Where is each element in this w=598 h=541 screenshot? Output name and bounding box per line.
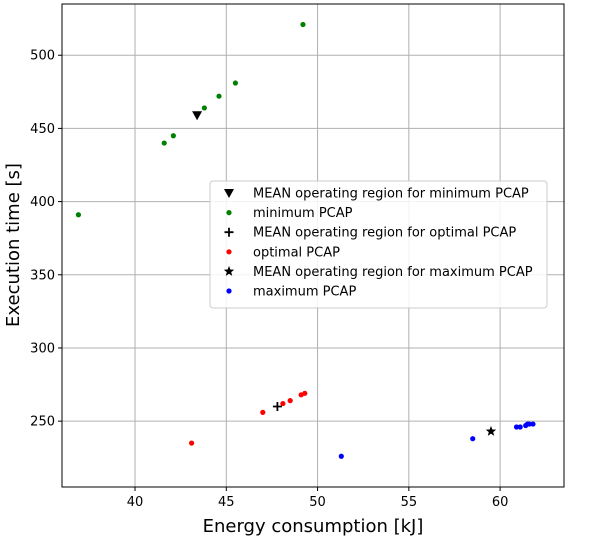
- y-tick-label: 450: [30, 122, 55, 137]
- data-point-mean-operating-region-for-maximum-pcap: [485, 425, 497, 436]
- data-point-maximum-pcap: [513, 424, 520, 430]
- data-point-minimum-pcap: [75, 212, 82, 218]
- x-tick-label: 55: [401, 495, 418, 510]
- y-tick-label: 350: [30, 268, 55, 283]
- points-layer: [75, 21, 536, 459]
- legend: MEAN operating region for minimum PCAP mi…: [209, 180, 548, 309]
- ticks-layer: 40 45 50 55 60 250 300 350 400 450 500: [30, 49, 508, 510]
- legend-marker: [223, 265, 235, 276]
- data-point-maximum-pcap: [338, 453, 344, 459]
- x-axis-title: Energy consumption [kJ]: [203, 516, 424, 537]
- data-point-optimal-pcap: [260, 409, 266, 415]
- data-point-mean-operating-region-for-minimum-pcap: [192, 111, 203, 121]
- data-point-maximum-pcap: [530, 421, 536, 427]
- legend-label: MEAN operating region for minimum PCAP: [253, 187, 529, 202]
- legend-label: MEAN operating region for optimal PCAP: [253, 226, 516, 241]
- data-point-maximum-pcap: [517, 424, 523, 430]
- data-point-optimal-pcap: [280, 400, 286, 407]
- legend-marker: [224, 227, 234, 237]
- legend-label: minimum PCAP: [253, 206, 353, 221]
- x-tick-label: 50: [309, 495, 326, 510]
- data-point-minimum-pcap: [232, 80, 239, 86]
- data-point-minimum-pcap: [201, 105, 207, 111]
- data-point-minimum-pcap: [161, 140, 167, 146]
- legend-label: MEAN operating region for maximum PCAP: [253, 265, 533, 280]
- y-tick-label: 300: [30, 341, 55, 356]
- data-point-maximum-pcap: [470, 436, 476, 442]
- data-point-minimum-pcap: [216, 93, 222, 99]
- legend-marker: [226, 288, 232, 294]
- data-point-mean-operating-region-for-optimal-pcap: [272, 402, 282, 411]
- legend-marker: [226, 210, 232, 216]
- data-point-maximum-pcap: [526, 421, 532, 427]
- y-tick-label: 500: [30, 49, 55, 64]
- legend-label: optimal PCAP: [253, 245, 340, 260]
- data-point-optimal-pcap: [302, 390, 308, 396]
- data-point-minimum-pcap: [170, 133, 176, 139]
- legend-label: maximum PCAP: [253, 285, 356, 300]
- x-tick-label: 40: [127, 495, 144, 510]
- y-tick-label: 400: [30, 195, 55, 210]
- y-axis-title: Execution time [s]: [3, 163, 24, 327]
- data-point-optimal-pcap: [287, 398, 293, 404]
- x-tick-label: 60: [492, 495, 509, 510]
- legend-marker: [226, 249, 232, 255]
- data-point-optimal-pcap: [189, 440, 195, 446]
- plot-frame: [61, 3, 565, 488]
- y-tick-label: 250: [30, 415, 55, 430]
- x-tick-label: 45: [218, 495, 235, 510]
- legend-marker: [224, 189, 234, 198]
- legend-box: [209, 180, 548, 309]
- data-point-minimum-pcap: [300, 21, 306, 28]
